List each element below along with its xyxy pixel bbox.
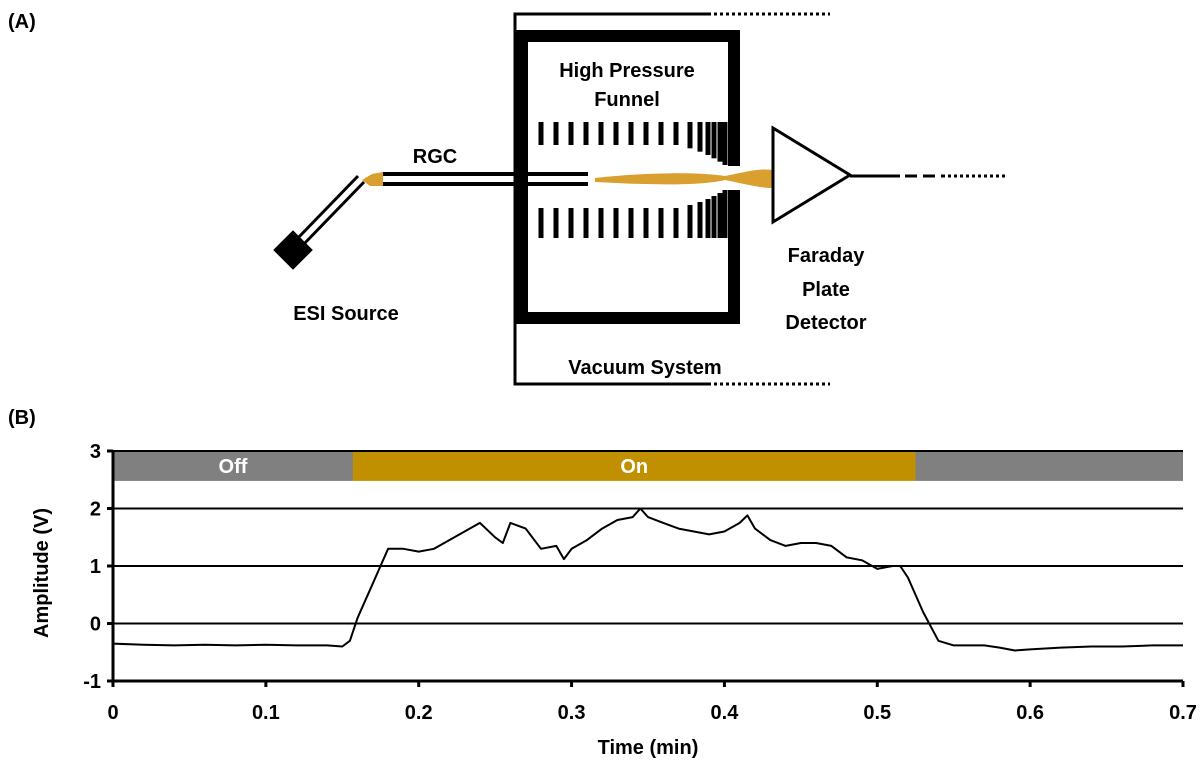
ion-beam bbox=[595, 169, 772, 188]
y-tick-label: 1 bbox=[90, 556, 101, 578]
x-tick-label: 0.5 bbox=[863, 702, 891, 724]
spray-plume bbox=[362, 172, 383, 186]
y-axis-title: Amplitude (V) bbox=[31, 508, 53, 638]
faraday-plate bbox=[771, 125, 853, 225]
rgc-tube bbox=[383, 172, 588, 186]
vacuum-outline bbox=[513, 12, 708, 386]
chart: Off On -1 0 1 2 3 0 0.1 0.2 0.3 0.4 0.5 0.6 0.7 Time (m… bbox=[31, 441, 1197, 759]
esi-emitter bbox=[273, 230, 313, 270]
rgc-label: RGC bbox=[413, 146, 457, 168]
vacuum-label: Vacuum System bbox=[568, 357, 721, 379]
phase-label: On bbox=[620, 456, 648, 478]
signal-trace bbox=[112, 507, 1183, 652]
phase-band bbox=[352, 451, 916, 481]
detector-label: Plate bbox=[802, 279, 850, 301]
x-tick-label: 0.6 bbox=[1016, 702, 1044, 724]
funnel-label: Funnel bbox=[594, 89, 660, 111]
detector-label: Detector bbox=[785, 312, 866, 334]
funnel-chamber bbox=[516, 30, 740, 324]
y-tick-label: 3 bbox=[90, 441, 101, 463]
x-tick-label: 0 bbox=[107, 702, 118, 724]
x-tick-label: 0.2 bbox=[405, 702, 433, 724]
y-tick-label: 0 bbox=[90, 614, 101, 636]
y-tick-label: 2 bbox=[90, 499, 101, 521]
esi-capillary bbox=[294, 174, 366, 248]
y-tick-label: -1 bbox=[83, 671, 101, 693]
funnel-electrodes bbox=[538, 122, 728, 238]
x-tick-label: 0.7 bbox=[1169, 702, 1197, 724]
funnel-label: High Pressure bbox=[559, 60, 695, 82]
vacuum-dotted bbox=[708, 12, 830, 386]
x-tick-label: 0.4 bbox=[711, 702, 740, 724]
panel-label: (B) bbox=[8, 407, 36, 429]
detector-label: Faraday bbox=[788, 245, 866, 267]
phase-label: Off bbox=[219, 456, 248, 478]
x-tick-label: 0.1 bbox=[252, 702, 280, 724]
x-tick-label: 0.3 bbox=[558, 702, 586, 724]
panel-label: (A) bbox=[8, 11, 36, 33]
source-label: ESI Source bbox=[293, 303, 399, 325]
phase-band bbox=[113, 451, 353, 481]
diagram: (A) High Pressure Funnel RGC ESI Source … bbox=[8, 11, 1005, 429]
axis bbox=[111, 451, 1183, 683]
x-axis-title: Time (min) bbox=[598, 737, 699, 759]
phase-band bbox=[915, 451, 1183, 481]
